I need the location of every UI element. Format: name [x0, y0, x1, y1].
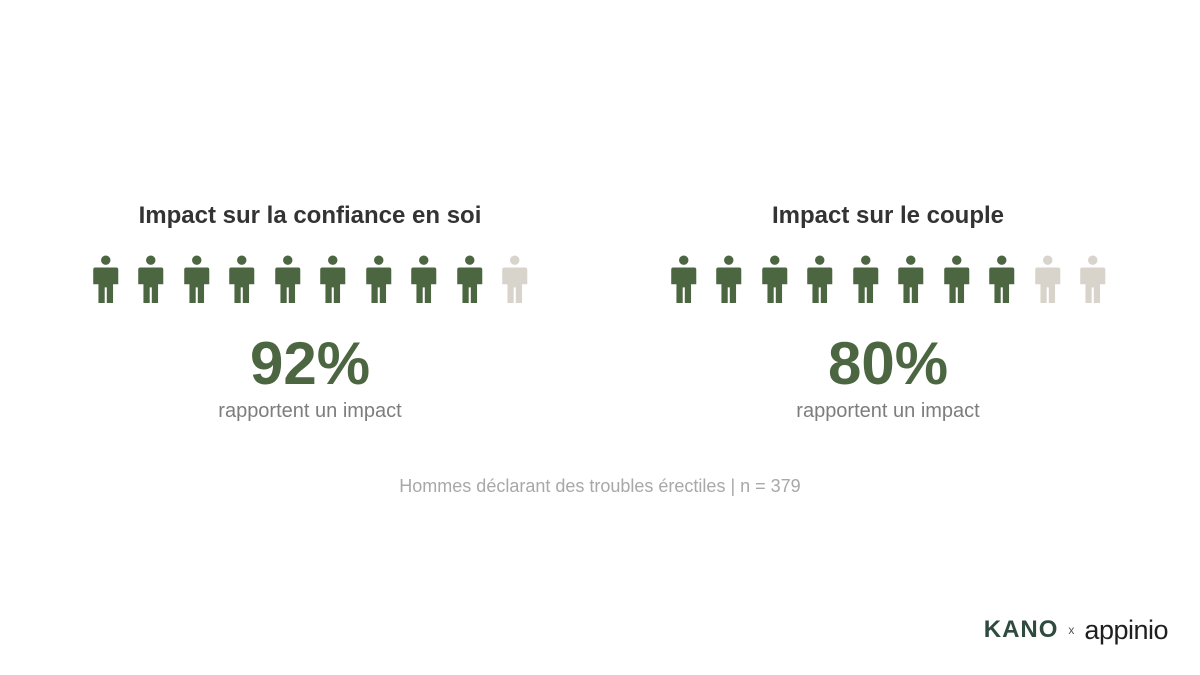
- person-icon: [1034, 255, 1060, 303]
- footnote: Hommes déclarant des troubles érectiles …: [399, 476, 801, 496]
- person-icon: [898, 255, 924, 303]
- person-icon: [320, 255, 346, 303]
- person-icon: [670, 255, 696, 303]
- chart-title: Impact sur la confiance en soi: [138, 202, 482, 229]
- person-icon: [411, 255, 437, 303]
- person-icon: [274, 255, 300, 303]
- person-icon: [807, 255, 833, 303]
- chart-title: Impact sur le couple: [771, 202, 1005, 229]
- brand-separator: x: [1068, 623, 1075, 637]
- person-icon: [365, 255, 391, 303]
- person-icon: [1080, 255, 1106, 303]
- kano-logo: KANO: [983, 616, 1059, 643]
- person-icon: [852, 255, 878, 303]
- person-icon: [989, 255, 1015, 303]
- person-icon: [761, 255, 787, 303]
- caption: rapportent un impact: [218, 400, 402, 422]
- percentage-value: 80%: [827, 330, 949, 397]
- person-icon: [183, 255, 209, 303]
- chart-couple: Impact sur le couple 80% rapportent un i…: [658, 195, 1118, 425]
- pictogram-row: [658, 255, 1118, 303]
- pictogram-row: [80, 255, 540, 303]
- percentage-value: 92%: [249, 330, 371, 397]
- person-icon: [138, 255, 164, 303]
- person-icon: [92, 255, 118, 303]
- person-icon: [456, 255, 482, 303]
- brand-logos: KANO x appinio: [983, 614, 1169, 646]
- person-icon: [502, 255, 528, 303]
- person-icon: [229, 255, 255, 303]
- person-icon: [943, 255, 969, 303]
- caption: rapportent un impact: [796, 400, 980, 422]
- person-icon: [716, 255, 742, 303]
- appinio-logo: appinio: [1084, 614, 1168, 645]
- chart-confidence: Impact sur la confiance en soi 92% rappo…: [80, 195, 540, 425]
